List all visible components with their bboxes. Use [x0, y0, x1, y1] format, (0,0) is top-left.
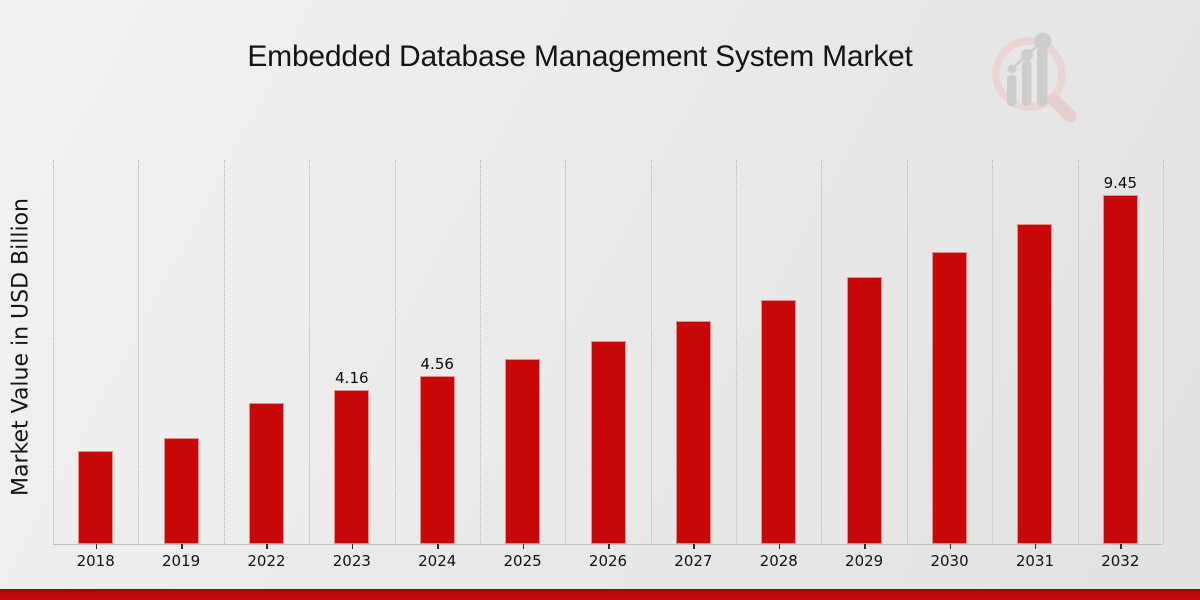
gridline	[394, 160, 396, 544]
logo-bar-medium	[1022, 61, 1032, 106]
x-tick-label-2030: 2030	[930, 552, 969, 570]
bar-2023	[334, 390, 370, 544]
bar-2019	[163, 438, 199, 544]
magnifier-bar-chart-logo-icon	[992, 32, 1077, 122]
x-axis-tick	[949, 544, 952, 549]
y-axis-label: Market Value in USD Billion	[8, 197, 34, 497]
x-tick-label-2019: 2019	[161, 552, 201, 570]
x-tick-label-2027: 2027	[674, 552, 713, 570]
gridline	[138, 160, 140, 544]
magnifier-handle	[1047, 93, 1077, 122]
x-axis-tick	[608, 544, 610, 549]
logo-dot-large	[1034, 32, 1052, 50]
x-tick-label-2024: 2024	[418, 552, 457, 570]
gridline	[906, 160, 908, 544]
x-tick-label-2032: 2032	[1101, 552, 1140, 570]
x-tick-label-2022: 2022	[247, 552, 286, 570]
x-axis-tick	[522, 544, 525, 549]
x-axis-tick	[1034, 544, 1037, 549]
bar-2022	[248, 403, 284, 544]
bar-2032	[1102, 195, 1138, 544]
gridline	[736, 160, 738, 544]
x-tick-label-2023: 2023	[332, 552, 371, 570]
logo-dot-small	[1007, 64, 1017, 74]
x-axis-tick	[1120, 544, 1122, 549]
gridline	[992, 160, 994, 544]
footer-accent-bar	[0, 589, 1200, 600]
bar-2026	[590, 340, 626, 544]
gridline	[309, 160, 311, 544]
bar-2030	[932, 251, 968, 544]
gridline	[1077, 160, 1079, 544]
bar-2027	[675, 321, 711, 544]
x-tick-label-2026: 2026	[588, 552, 628, 570]
chart-title: Embedded Database Management System Mark…	[247, 40, 913, 73]
bar-2025	[505, 359, 541, 544]
gridline	[479, 160, 481, 544]
logo-bar-small	[1007, 75, 1017, 106]
magnifier-ring	[992, 37, 1066, 111]
value-label-2024: 4.56	[420, 354, 454, 373]
bar-2028	[761, 299, 797, 544]
x-axis-tick	[864, 544, 866, 549]
x-axis-tick	[181, 544, 183, 549]
value-label-2032: 9.45	[1103, 174, 1137, 193]
x-axis-tick	[95, 544, 98, 549]
x-tick-label-2025: 2025	[503, 552, 542, 570]
value-label-2023: 4.16	[335, 369, 369, 388]
gridline	[223, 160, 225, 544]
bar-2024	[419, 375, 455, 544]
gridline	[53, 160, 54, 544]
x-tick-label-2029: 2029	[845, 552, 884, 570]
x-tick-label-2018: 2018	[76, 552, 115, 570]
x-axis-tick	[351, 544, 354, 549]
gridline	[650, 160, 652, 544]
x-axis-tick	[693, 544, 695, 549]
logo-dot-medium	[1021, 49, 1033, 61]
x-axis-tick	[778, 544, 781, 549]
x-axis-tick	[266, 544, 268, 549]
x-tick-label-2028: 2028	[759, 552, 798, 570]
plot-area: 2018 2019 2022 2023 4.16 2024 4.56 2025 2026 2027…	[53, 160, 1164, 570]
x-tick-label-2031: 2031	[1015, 552, 1055, 570]
bar-2031	[1017, 223, 1053, 544]
bar-2029	[846, 276, 882, 544]
gridline	[565, 160, 567, 544]
gridline	[1163, 160, 1164, 544]
logo-bar-tall	[1037, 47, 1048, 106]
bar-2018	[78, 451, 114, 544]
x-axis-tick	[437, 544, 439, 549]
gridline	[821, 160, 823, 544]
